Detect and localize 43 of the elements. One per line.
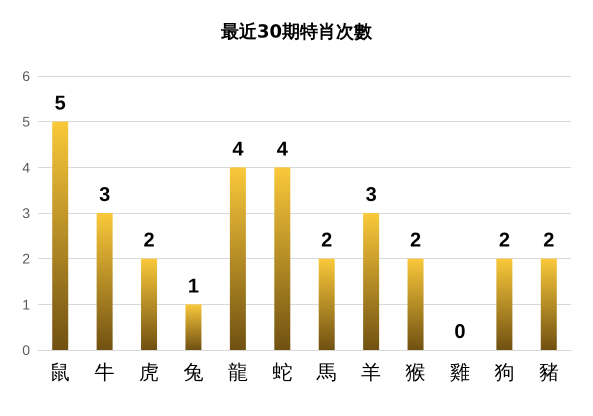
x-tick-label: 馬 (316, 360, 337, 384)
bar (540, 258, 557, 350)
x-tick-label: 羊 (361, 360, 382, 384)
y-tick-label: 5 (22, 114, 30, 130)
x-tick-label: 龍 (228, 360, 248, 384)
bar (185, 304, 202, 350)
data-label: 4 (276, 138, 289, 160)
x-tick-label: 兔 (183, 360, 204, 384)
bar (318, 258, 335, 350)
data-label: 2 (498, 230, 510, 252)
y-tick-label: 2 (22, 250, 30, 267)
data-label: 3 (366, 184, 377, 206)
bar (96, 213, 113, 350)
data-label: 3 (99, 184, 110, 206)
x-tick-label: 鼠 (50, 360, 70, 384)
data-label: 2 (543, 230, 554, 252)
chart-title: 最近30期特肖次數 (220, 22, 374, 42)
x-tick-label: 豬 (538, 360, 559, 384)
data-label: 1 (188, 275, 200, 298)
data-label: 2 (143, 230, 155, 252)
y-tick-label: 0 (22, 342, 30, 358)
x-tick-label: 蛇 (272, 360, 292, 384)
x-tick-label: 猴 (406, 360, 426, 384)
data-label: 2 (410, 230, 422, 252)
bar (496, 258, 512, 350)
bar (363, 213, 380, 350)
bar (141, 258, 158, 350)
data-label: 0 (454, 321, 466, 343)
y-tick-label: 1 (22, 296, 30, 312)
data-label: 2 (321, 230, 332, 252)
x-tick-label: 虎 (139, 360, 160, 384)
y-tick-label: 3 (22, 205, 30, 221)
x-tick-label: 牛 (94, 360, 115, 384)
bar (274, 167, 290, 350)
x-tick-label: 狗 (494, 360, 514, 384)
bar (408, 258, 424, 350)
data-label: 5 (54, 92, 66, 115)
bar (52, 122, 68, 350)
data-label: 4 (232, 138, 244, 160)
y-tick-label: 6 (22, 68, 30, 84)
bar (230, 167, 246, 350)
x-tick-label: 雞 (450, 360, 470, 384)
y-tick-label: 4 (22, 159, 30, 176)
